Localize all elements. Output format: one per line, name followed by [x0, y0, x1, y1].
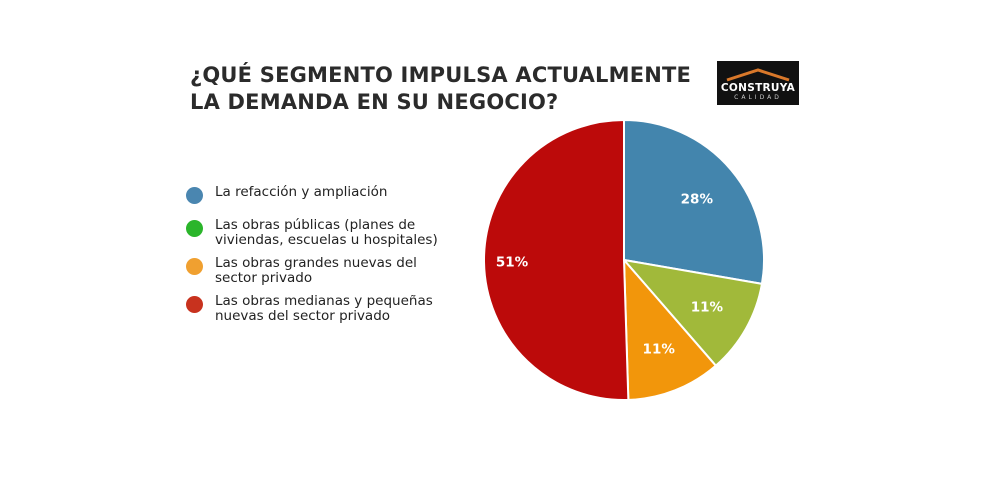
- legend-label-obras-publicas: Las obras públicas (planes de viviendas,…: [215, 217, 438, 248]
- chart-title-line-2: LA DEMANDA EN SU NEGOCIO?: [190, 90, 559, 114]
- pie-slice-refaccion: [623, 118, 765, 285]
- legend-label-obras-medianas: Las obras medianas y pequeñas nuevas del…: [215, 293, 433, 324]
- legend-label-refaccion: La refacción y ampliación: [215, 184, 388, 200]
- pie-slice-obras-medianas: [483, 118, 630, 401]
- legend-swatch-obras-grandes: [186, 258, 203, 275]
- pie-slice-label-obras-grandes: 11%: [643, 342, 676, 358]
- logo-roof-icon: [726, 68, 790, 82]
- pie-slice-label-refaccion: 28%: [681, 192, 714, 208]
- logo-name: CONSTRUYA: [720, 82, 796, 94]
- pie-slice-label-obras-publicas: 11%: [691, 300, 724, 316]
- legend-swatch-obras-publicas: [186, 220, 203, 237]
- legend-label-obras-grandes: Las obras grandes nuevas del sector priv…: [215, 255, 417, 286]
- legend-swatch-obras-medianas: [186, 296, 203, 313]
- chart-title-line-1: ¿QUÉ SEGMENTO IMPULSA ACTUALMENTE: [190, 63, 692, 87]
- chart-title: ¿QUÉ SEGMENTO IMPULSA ACTUALMENTE LA DEM…: [190, 62, 691, 116]
- logo-subtitle: CALIDAD: [734, 94, 782, 101]
- pie-slice-obras-publicas: [621, 258, 764, 368]
- construya-logo: CONSTRUYA CALIDAD: [717, 61, 799, 105]
- pie-slice-obras-grandes: [622, 257, 718, 401]
- pie-slice-label-obras-medianas: 51%: [496, 255, 529, 271]
- legend-swatch-refaccion: [186, 187, 203, 204]
